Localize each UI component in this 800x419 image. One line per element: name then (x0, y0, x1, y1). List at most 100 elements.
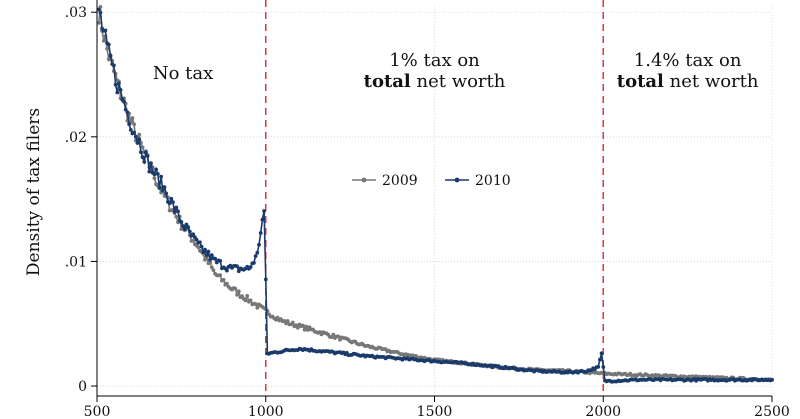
data-point (598, 357, 602, 362)
data-point (596, 365, 601, 369)
data-point (176, 209, 180, 214)
data-point (122, 99, 126, 104)
data-point (130, 116, 135, 121)
annotation-line: 1% tax on (389, 50, 480, 71)
y-tick-label: 0 (78, 379, 87, 395)
legend-marker (361, 177, 367, 183)
threshold-lines (265, 0, 604, 396)
legend: 2009 2010 (352, 173, 511, 189)
data-point (132, 130, 137, 135)
x-tick-label: 1500 (417, 404, 453, 419)
data-point (599, 351, 604, 356)
data-point (169, 196, 174, 201)
data-point (302, 327, 307, 332)
data-point (101, 38, 106, 43)
data-point (233, 286, 238, 291)
data-point (159, 174, 164, 179)
data-point (157, 186, 162, 190)
data-point (152, 176, 157, 181)
data-point (96, 21, 101, 25)
data-point (258, 231, 263, 235)
data-point (112, 63, 116, 68)
data-point (225, 281, 229, 286)
data-point (194, 237, 199, 242)
data-point (96, 7, 101, 12)
data-point (196, 245, 201, 250)
data-point (770, 377, 774, 382)
data-point (295, 325, 300, 330)
data-point (290, 320, 295, 325)
x-tick-label: 2000 (585, 404, 621, 419)
series-2010 (96, 7, 774, 384)
data-point (209, 265, 214, 270)
data-point (144, 150, 148, 155)
x-ticks: 500 1000 1500 2000 2500 (84, 396, 790, 419)
data-point (601, 365, 606, 369)
data-point (149, 161, 153, 166)
data-point (255, 305, 260, 310)
data-point (206, 249, 211, 254)
data-point (199, 244, 204, 249)
data-point (257, 242, 261, 247)
data-point (174, 205, 179, 210)
data-point (191, 232, 196, 237)
data-point (306, 328, 310, 332)
data-point (252, 261, 256, 265)
data-point (160, 188, 165, 193)
data-point (263, 277, 268, 282)
data-point (235, 292, 240, 297)
data-point (225, 268, 229, 273)
data-point (140, 155, 145, 160)
data-point (191, 238, 196, 243)
annotation-line: total net worth (364, 71, 506, 92)
data-point (182, 227, 187, 232)
data-point (240, 294, 245, 299)
y-tick-label: .03 (65, 5, 87, 21)
data-point (105, 46, 109, 51)
data-point (285, 319, 290, 323)
data-point (187, 229, 192, 234)
data-point (181, 224, 186, 229)
data-point (164, 191, 169, 196)
data-point (174, 214, 179, 219)
data-point (218, 273, 223, 277)
x-tick-label: 2500 (754, 404, 790, 419)
data-point (179, 220, 184, 224)
data-point (304, 324, 309, 329)
data-point (147, 169, 152, 174)
data-point (198, 240, 202, 245)
data-point (108, 54, 113, 58)
annotation-line: 1.4% tax on (634, 50, 742, 71)
data-point (208, 257, 213, 262)
data-point (236, 289, 241, 294)
data-point (336, 334, 341, 339)
data-point (117, 81, 121, 86)
annotation-text: net worth (664, 71, 759, 92)
annotation-text: 1.4% tax on (634, 50, 742, 71)
annotation-text: No tax (153, 63, 213, 84)
data-point (186, 225, 191, 229)
data-point (133, 134, 138, 139)
annotation-line: No tax (153, 63, 213, 84)
data-point (262, 209, 266, 213)
data-point (98, 10, 103, 15)
data-point (236, 269, 241, 274)
data-point (162, 185, 167, 190)
data-point (203, 247, 207, 252)
data-point (152, 172, 157, 177)
data-point (145, 154, 150, 158)
data-point (139, 150, 143, 155)
data-point (218, 259, 223, 263)
annotation-bold: total (617, 71, 664, 92)
data-point (221, 277, 226, 282)
data-point (125, 110, 130, 115)
data-point (208, 260, 213, 265)
y-axis-label: Density of tax filers (24, 108, 44, 276)
data-point (115, 90, 120, 95)
data-point (245, 294, 250, 298)
data-point (211, 268, 216, 272)
data-point (255, 250, 260, 255)
data-point (103, 28, 108, 33)
